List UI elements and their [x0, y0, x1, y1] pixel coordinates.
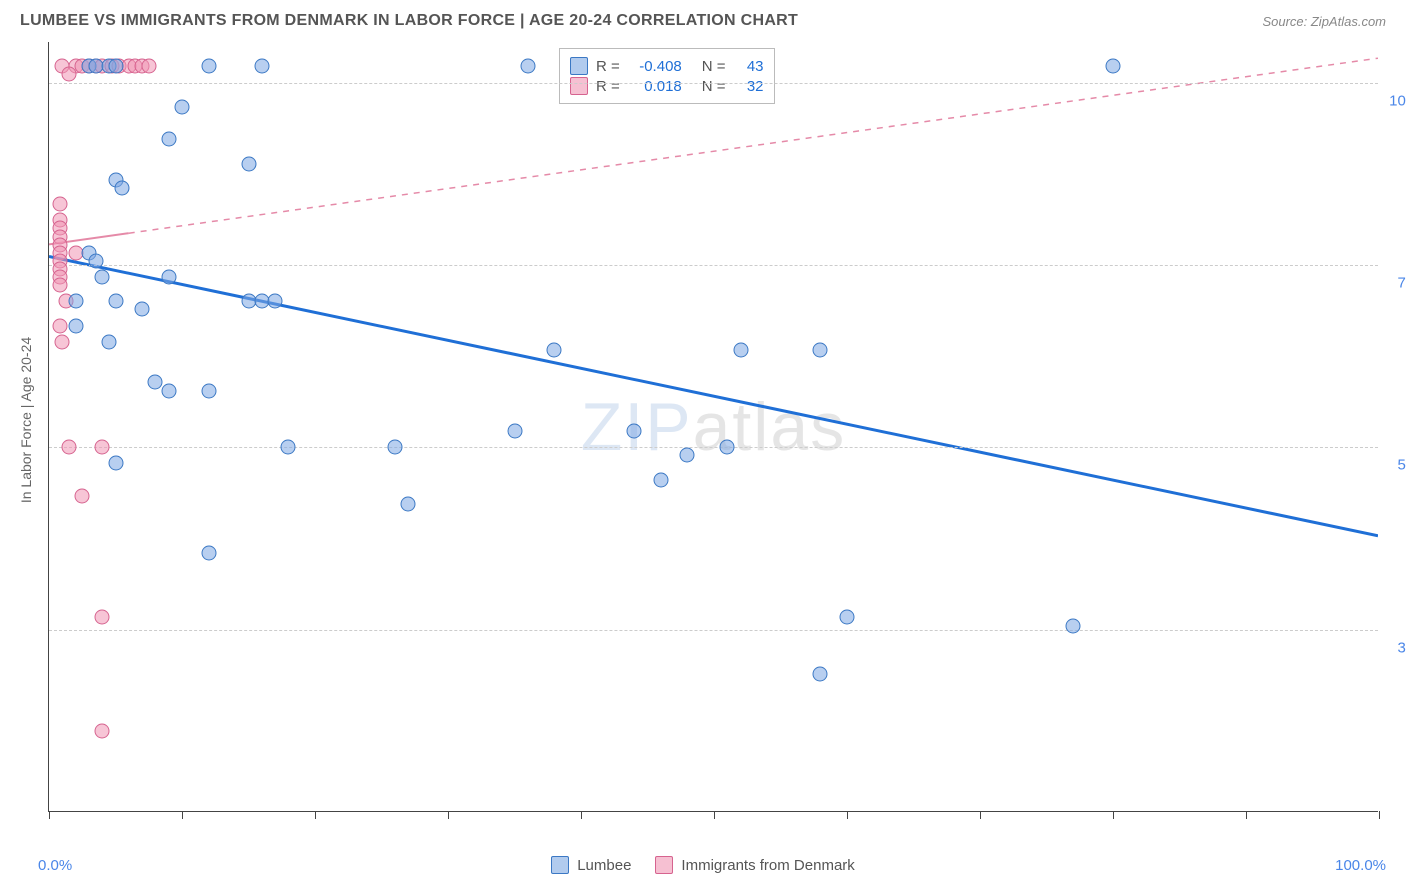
legend-label: Lumbee [577, 857, 631, 874]
scatter-point-blue [201, 545, 216, 560]
scatter-point-blue [627, 424, 642, 439]
x-tick [980, 811, 981, 819]
scatter-point-pink [55, 334, 70, 349]
scatter-point-blue [720, 440, 735, 455]
scatter-point-blue [95, 270, 110, 285]
scatter-point-pink [75, 488, 90, 503]
scatter-point-pink [95, 723, 110, 738]
y-tick-label: 55.0% [1385, 457, 1406, 474]
scatter-point-blue [254, 59, 269, 74]
scatter-point-blue [108, 59, 123, 74]
scatter-chart: ZIPatlas R =-0.408N =43R =0.018N =32 32.… [48, 42, 1378, 812]
scatter-point-blue [161, 383, 176, 398]
gridline [49, 83, 1378, 84]
scatter-point-blue [653, 472, 668, 487]
n-value: 43 [734, 58, 764, 75]
scatter-point-blue [268, 294, 283, 309]
x-tick [1379, 811, 1380, 819]
scatter-point-blue [115, 180, 130, 195]
scatter-point-blue [68, 318, 83, 333]
scatter-point-pink [61, 440, 76, 455]
correlation-legend: R = -0.408 N = 43 R = 0.018 N = 32 [559, 48, 775, 104]
scatter-point-blue [401, 497, 416, 512]
x-tick [714, 811, 715, 819]
scatter-point-blue [1066, 618, 1081, 633]
scatter-point-blue [161, 270, 176, 285]
x-tick [1246, 811, 1247, 819]
scatter-point-pink [52, 197, 67, 212]
y-tick-label: 100.0% [1385, 92, 1406, 109]
scatter-point-pink [95, 440, 110, 455]
n-label: N = [702, 78, 726, 95]
watermark: ZIPatlas [581, 388, 846, 466]
scatter-point-blue [201, 383, 216, 398]
page-title: LUMBEE VS IMMIGRANTS FROM DENMARK IN LAB… [20, 12, 798, 30]
scatter-point-blue [387, 440, 402, 455]
scatter-point-blue [161, 132, 176, 147]
scatter-point-blue [281, 440, 296, 455]
scatter-point-blue [108, 294, 123, 309]
scatter-point-blue [68, 294, 83, 309]
x-tick-label-left: 0.0% [38, 857, 72, 874]
x-tick [581, 811, 582, 819]
x-tick [1113, 811, 1114, 819]
scatter-point-blue [135, 302, 150, 317]
scatter-point-blue [88, 253, 103, 268]
scatter-point-blue [840, 610, 855, 625]
x-tick [448, 811, 449, 819]
y-tick-label: 77.5% [1385, 274, 1406, 291]
scatter-point-pink [141, 59, 156, 74]
series-legend-item: Immigrants from Denmark [655, 856, 854, 874]
y-tick-label: 32.5% [1385, 639, 1406, 656]
scatter-point-pink [52, 318, 67, 333]
scatter-point-blue [175, 99, 190, 114]
n-label: N = [702, 58, 726, 75]
legend-stat-row: R = -0.408 N = 43 [570, 57, 764, 75]
series-legend: Lumbee Immigrants from Denmark [0, 856, 1406, 874]
scatter-point-blue [1106, 59, 1121, 74]
r-value: -0.408 [628, 58, 682, 75]
series-legend-item: Lumbee [551, 856, 631, 874]
scatter-point-pink [61, 67, 76, 82]
scatter-point-pink [52, 278, 67, 293]
x-tick [49, 811, 50, 819]
scatter-point-blue [520, 59, 535, 74]
scatter-point-blue [507, 424, 522, 439]
scatter-point-pink [95, 610, 110, 625]
legend-swatch [551, 856, 569, 874]
scatter-point-blue [733, 343, 748, 358]
scatter-point-blue [241, 156, 256, 171]
legend-stat-row: R = 0.018 N = 32 [570, 77, 764, 95]
x-tick [847, 811, 848, 819]
x-tick [182, 811, 183, 819]
scatter-point-blue [813, 343, 828, 358]
scatter-point-blue [813, 667, 828, 682]
legend-label: Immigrants from Denmark [681, 857, 854, 874]
scatter-point-blue [201, 59, 216, 74]
y-axis-label: In Labor Force | Age 20-24 [18, 337, 34, 503]
r-value: 0.018 [628, 78, 682, 95]
scatter-point-blue [680, 448, 695, 463]
x-tick-label-right: 100.0% [1335, 857, 1386, 874]
legend-swatch [655, 856, 673, 874]
scatter-point-blue [108, 456, 123, 471]
scatter-point-blue [547, 343, 562, 358]
gridline [49, 630, 1378, 631]
x-tick [315, 811, 316, 819]
legend-swatch [570, 77, 588, 95]
scatter-point-blue [101, 334, 116, 349]
n-value: 32 [734, 78, 764, 95]
legend-swatch [570, 57, 588, 75]
r-label: R = [596, 58, 620, 75]
source-label: Source: ZipAtlas.com [1262, 14, 1386, 29]
gridline [49, 265, 1378, 266]
gridline [49, 447, 1378, 448]
r-label: R = [596, 78, 620, 95]
